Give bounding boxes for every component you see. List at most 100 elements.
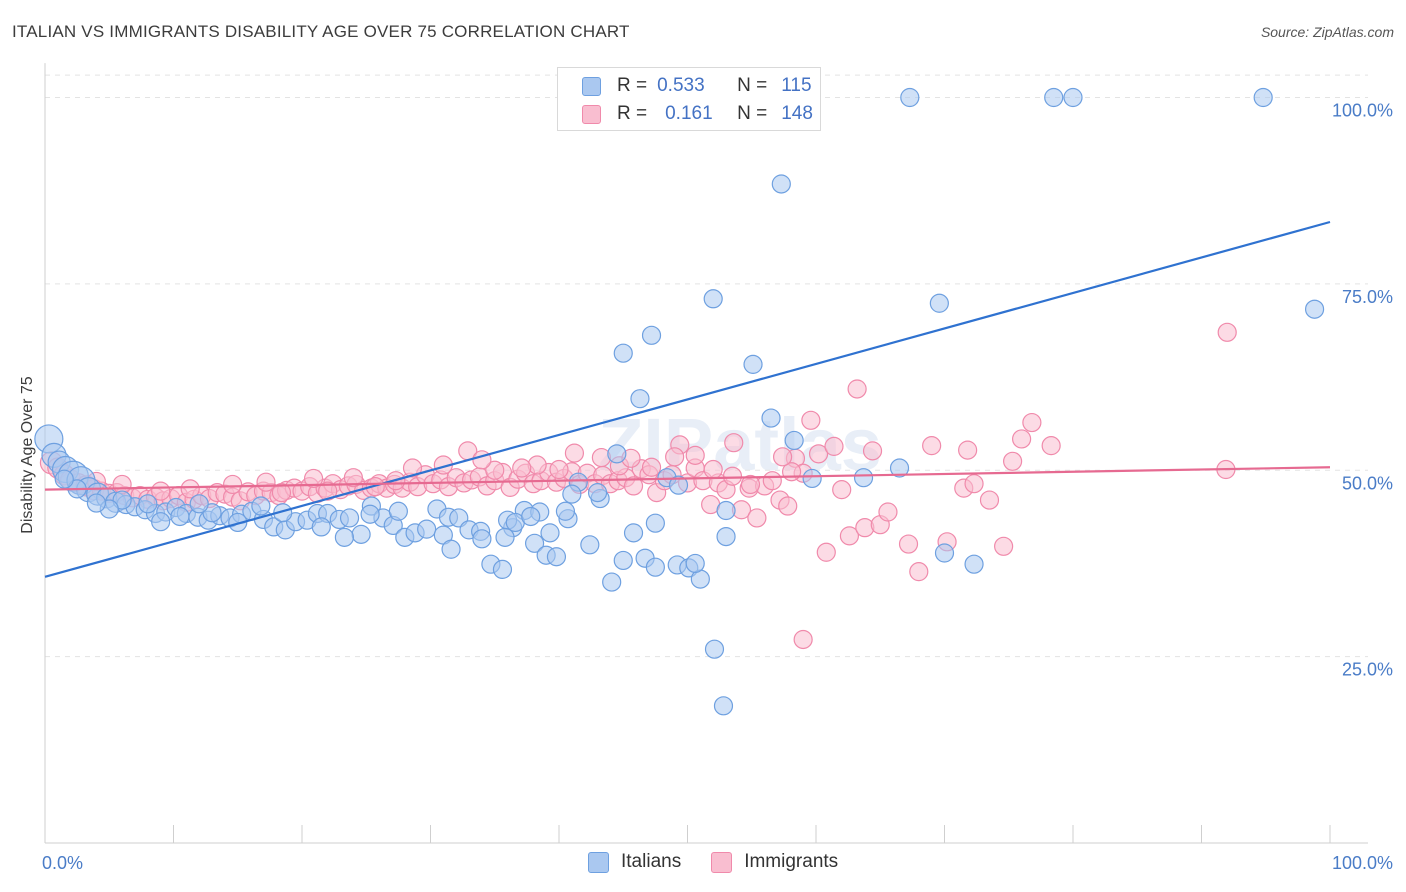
r-label: R = bbox=[617, 103, 648, 124]
immigrants-points bbox=[39, 322, 1237, 650]
italians-point-71 bbox=[716, 526, 736, 547]
italians-point-94 bbox=[388, 501, 408, 521]
italians-point-90 bbox=[555, 501, 576, 521]
immigrants-point-104 bbox=[839, 526, 860, 546]
immigrants-point-118 bbox=[1003, 451, 1023, 471]
italians-point-111 bbox=[900, 87, 920, 108]
italians-point-100 bbox=[228, 512, 248, 533]
immigrants-legend-swatch bbox=[711, 851, 733, 873]
immigrants-point-150 bbox=[549, 459, 569, 480]
italians-point-76 bbox=[630, 389, 650, 409]
immigrants-point-141 bbox=[958, 440, 978, 460]
italians-point-53 bbox=[580, 535, 600, 555]
immigrants-point-115 bbox=[964, 474, 984, 494]
immigrants-point-147 bbox=[641, 457, 662, 477]
italians-point-79 bbox=[743, 354, 763, 374]
immigrants-trend-line bbox=[44, 466, 1331, 491]
immigrants-point-121 bbox=[1041, 436, 1061, 456]
italians-point-112 bbox=[1044, 87, 1064, 108]
legend-row-italians: R = 0.533 N = 115 bbox=[582, 72, 812, 100]
italians-points bbox=[34, 87, 1325, 716]
y-tick-label-75: 75.0% bbox=[1342, 287, 1393, 307]
italians-point-118 bbox=[441, 539, 461, 559]
correlation-legend: R = 0.533 N = 115 R = 0.161 N = 148 bbox=[557, 67, 821, 131]
immigrants-point-146 bbox=[665, 447, 685, 467]
italians-point-45 bbox=[492, 559, 513, 580]
italians-point-116 bbox=[964, 554, 984, 574]
chart-title: ITALIAN VS IMMIGRANTS DISABILITY AGE OVE… bbox=[12, 22, 630, 41]
italians-point-91 bbox=[540, 523, 560, 543]
italians-point-110 bbox=[54, 469, 74, 489]
immigrants-point-157 bbox=[256, 472, 276, 492]
immigrants-point-128 bbox=[564, 443, 585, 463]
immigrants-point-156 bbox=[303, 468, 324, 489]
immigrants-point-100 bbox=[808, 444, 829, 464]
immigrants-point-132 bbox=[402, 458, 423, 478]
source-credit: Source: ZipAtlas.com bbox=[1260, 24, 1394, 40]
italians-point-103 bbox=[170, 506, 190, 527]
italians-point-113 bbox=[1063, 87, 1083, 108]
y-tick-label-100: 100.0% bbox=[1332, 101, 1393, 121]
italians-point-84 bbox=[853, 468, 874, 488]
immigrants-r-value: 0.161 bbox=[665, 103, 713, 124]
x-tick-label-min: 0.0% bbox=[42, 853, 83, 873]
italians-point-119 bbox=[495, 527, 515, 547]
immigrants-point-101 bbox=[816, 542, 836, 562]
immigrants-point-92 bbox=[747, 508, 767, 528]
italians-point-64 bbox=[472, 529, 492, 549]
legend-item-italians[interactable]: Italians bbox=[588, 851, 681, 873]
immigrants-point-102 bbox=[824, 436, 844, 456]
italians-point-55 bbox=[602, 572, 622, 592]
italians-point-56 bbox=[613, 550, 633, 571]
italians-point-75 bbox=[613, 343, 633, 363]
immigrants-point-119 bbox=[1011, 429, 1032, 449]
immigrants-point-96 bbox=[778, 496, 798, 516]
italians-point-95 bbox=[360, 504, 380, 524]
immigrants-point-122 bbox=[793, 629, 813, 650]
immigrants-point-134 bbox=[318, 481, 338, 501]
immigrants-point-117 bbox=[994, 536, 1014, 556]
italians-point-117 bbox=[521, 506, 541, 527]
italians-point-99 bbox=[251, 496, 271, 516]
italians-point-72 bbox=[704, 639, 725, 659]
italians-point-31 bbox=[339, 508, 360, 528]
immigrants-point-142 bbox=[772, 447, 793, 467]
italians-point-83 bbox=[784, 430, 804, 451]
immigrants-point-89 bbox=[724, 433, 744, 453]
immigrants-point-109 bbox=[878, 502, 898, 522]
n-label: N = bbox=[737, 75, 768, 96]
legend-item-immigrants[interactable]: Immigrants bbox=[711, 851, 838, 873]
immigrants-n-value: 148 bbox=[781, 103, 813, 124]
italians-point-69 bbox=[645, 557, 665, 577]
n-label: N = bbox=[737, 103, 768, 124]
immigrants-point-103 bbox=[832, 480, 852, 500]
italians-point-108 bbox=[86, 493, 107, 513]
immigrants-point-76 bbox=[623, 476, 644, 496]
italians-point-57 bbox=[623, 523, 644, 543]
immigrants-point-123 bbox=[1217, 322, 1237, 342]
immigrants-point-107 bbox=[862, 441, 883, 461]
italians-trend-line bbox=[44, 220, 1331, 578]
immigrants-point-135 bbox=[271, 483, 292, 503]
italians-legend-swatch bbox=[588, 851, 609, 873]
immigrants-point-111 bbox=[909, 562, 929, 582]
immigrants-point-112 bbox=[922, 436, 942, 456]
italians-point-74 bbox=[641, 325, 662, 345]
italians-n-value: 115 bbox=[781, 75, 812, 96]
immigrants-point-143 bbox=[740, 474, 761, 495]
series-legend: Italians Immigrants bbox=[588, 851, 868, 873]
immigrants-point-144 bbox=[703, 459, 723, 480]
immigrants-point-116 bbox=[979, 490, 1000, 510]
italians-point-88 bbox=[713, 696, 734, 716]
immigrants-point-105 bbox=[847, 379, 867, 399]
italians-point-105 bbox=[138, 494, 158, 514]
immigrants-point-136 bbox=[223, 474, 243, 495]
grid-lines bbox=[45, 74, 1368, 658]
italians-point-32 bbox=[351, 524, 371, 544]
italians-point-81 bbox=[771, 174, 791, 194]
immigrants-point-126 bbox=[722, 466, 743, 486]
italians-point-115 bbox=[1304, 299, 1325, 319]
italians-point-102 bbox=[189, 494, 209, 514]
italians-swatch bbox=[582, 76, 601, 96]
immigrants-point-145 bbox=[685, 445, 705, 465]
